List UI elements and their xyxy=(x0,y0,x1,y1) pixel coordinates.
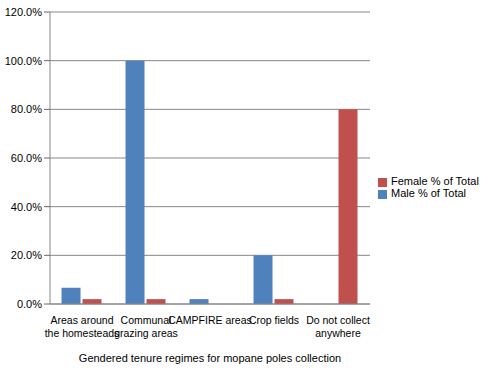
html-text:Male % of Total: Male % of Total xyxy=(391,187,466,199)
html-text:Communal: Communal xyxy=(120,314,172,326)
svg-text:Areas aroundthe homesteads: Areas aroundthe homesteads xyxy=(45,314,120,339)
svg-text:40.0%: 40.0% xyxy=(11,201,42,213)
svg-text:0.0%: 0.0% xyxy=(17,298,42,310)
svg-text:Do not collectanywhere: Do not collectanywhere xyxy=(306,314,370,339)
html-text:grazing areas: grazing areas xyxy=(114,327,178,339)
svg-text:Crop fields: Crop fields xyxy=(249,314,299,326)
svg-text:CAMPFIRE areas: CAMPFIRE areas xyxy=(168,314,251,326)
svg-text:60.0%: 60.0% xyxy=(11,152,42,164)
svg-text:80.0%: 80.0% xyxy=(11,103,42,115)
svg-text:120.0%: 120.0% xyxy=(8,6,42,18)
svg-text:Gendered tenure regimes for mo: Gendered tenure regimes for mopane poles… xyxy=(79,352,341,364)
svg-text:100.0%: 100.0% xyxy=(8,55,42,67)
html-text:Female % of Total: Female % of Total xyxy=(391,175,479,187)
svg-text:20.0%: 20.0% xyxy=(11,249,42,261)
